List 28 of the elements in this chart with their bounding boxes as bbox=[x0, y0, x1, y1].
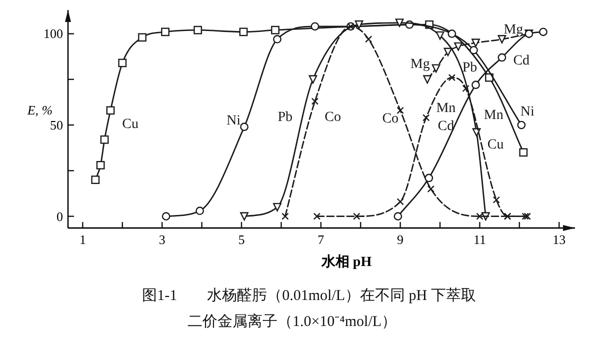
series-label: Pb bbox=[462, 60, 478, 76]
x-tick-label: 13 bbox=[552, 232, 566, 247]
text: Pb bbox=[278, 110, 293, 125]
text: 二价金属离子（1.0×10⁻⁴mol/L） bbox=[187, 313, 397, 330]
caption: 图1-1 水杨醛肟（0.01mol/L）在不同 pH 下萃取 bbox=[142, 287, 476, 304]
series-label: Cu bbox=[122, 117, 139, 132]
text: Cu bbox=[487, 137, 504, 152]
text: Ni bbox=[520, 104, 534, 120]
x-tick-label: 1 bbox=[79, 232, 86, 247]
text: Mn bbox=[484, 108, 504, 124]
x-tick-label: 9 bbox=[397, 232, 404, 247]
series-label: Ni bbox=[226, 114, 241, 129]
x-tick-label: 7 bbox=[318, 232, 325, 247]
series-label: Mn bbox=[436, 100, 456, 116]
series-label: Mg bbox=[504, 22, 524, 38]
y-axis-title: E, % bbox=[26, 102, 53, 118]
text: Cd bbox=[513, 53, 530, 68]
x-axis-title: 水相 pH bbox=[320, 254, 372, 270]
text: Co bbox=[324, 110, 341, 125]
x-tick-label: 3 bbox=[158, 232, 166, 247]
series-label: Cd bbox=[438, 119, 454, 134]
x-tick-label: 11 bbox=[473, 232, 486, 247]
x-tick-label: 5 bbox=[238, 232, 245, 247]
y-tick-label: 0 bbox=[56, 208, 63, 224]
series-label: Co bbox=[382, 112, 399, 127]
y-tick-label: 100 bbox=[44, 26, 63, 42]
text: Mg bbox=[410, 56, 430, 72]
y-tick-label: 50 bbox=[50, 118, 63, 133]
